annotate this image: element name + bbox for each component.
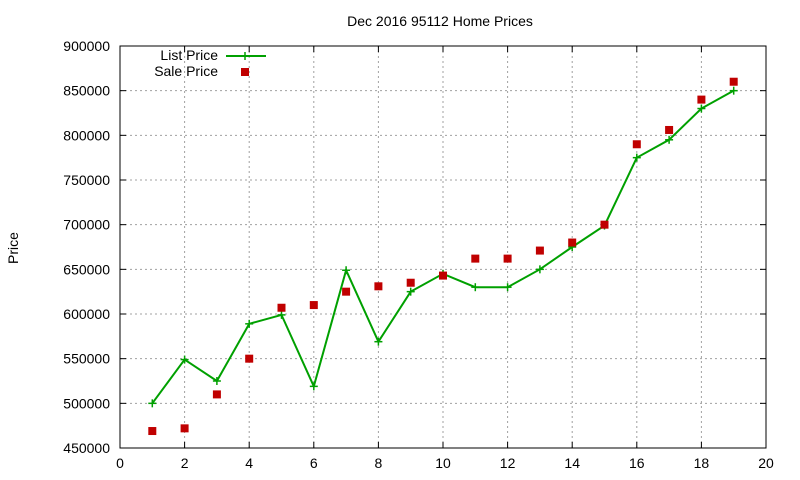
sale-price-point [374,282,383,291]
sale-price-point [503,254,512,263]
y-tick-label: 850000 [63,83,110,99]
sale-price-point [406,278,415,287]
list-price-point [697,104,706,113]
y-tick-label: 800000 [63,127,110,143]
sale-price-point [342,287,351,296]
list-price-point [245,319,254,328]
legend-label-list-price: List Price [160,47,218,63]
sale-price-point [600,220,609,229]
list-price-point [729,86,738,95]
sale-price-point [148,427,157,436]
list-price-point [406,287,415,296]
y-tick-label: 450000 [63,440,110,456]
chart-title: Dec 2016 95112 Home Prices [347,13,533,29]
list-price-point [471,283,480,292]
sale-price-point [665,125,674,134]
x-tick-label: 2 [181,455,189,471]
list-price-point [309,382,318,391]
legend-label-sale-price: Sale Price [154,63,218,79]
sale-price-point [245,354,254,363]
sale-price-point [632,140,641,149]
x-tick-label: 8 [375,455,383,471]
sale-price-point [309,301,318,310]
sale-price-point [729,77,738,86]
x-tick-label: 10 [435,455,451,471]
x-tick-label: 12 [500,455,516,471]
y-tick-label: 700000 [63,217,110,233]
x-tick-label: 20 [758,455,774,471]
list-price-point [503,283,512,292]
x-tick-label: 16 [629,455,645,471]
legend-marker-list-price [241,52,249,60]
sale-price-point [212,390,221,399]
y-tick-label: 550000 [63,351,110,367]
sale-price-point [568,238,577,247]
list-price-point [148,399,157,408]
sale-price-point [471,254,480,263]
x-tick-label: 6 [310,455,318,471]
list-price-point [180,355,189,364]
y-tick-label: 750000 [63,172,110,188]
y-tick-label: 650000 [63,261,110,277]
x-tick-label: 18 [694,455,710,471]
list-price-point [342,266,351,275]
sale-price-point [439,271,447,280]
x-tick-label: 0 [116,455,124,471]
series-layer [148,77,738,436]
list-price-point [277,310,286,319]
axes: 0 2 4 6 8 10 12 14 16 18 20 450000 500000 550000 60000… [63,38,774,471]
sale-price-point [535,246,544,255]
y-tick-label: 900000 [63,38,110,54]
list-price-point [665,135,674,144]
sale-price-point [697,95,706,104]
y-axis-label: Price [5,232,21,264]
legend-swatch-sale-price [241,68,249,76]
list-price-point [535,265,544,274]
y-tick-label: 600000 [63,306,110,322]
sale-price-point [277,303,286,312]
x-tick-label: 4 [245,455,253,471]
list-price-point [212,377,221,385]
grid [120,46,766,448]
sale-price-point [180,424,189,433]
x-tick-label: 14 [564,455,580,471]
list-price-point [374,337,383,346]
list-price-point [632,153,641,162]
y-tick-label: 500000 [63,395,110,411]
